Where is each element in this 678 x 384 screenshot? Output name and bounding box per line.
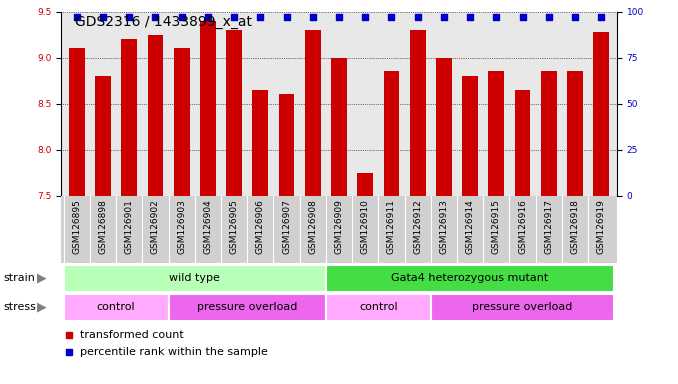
Text: GSM126912: GSM126912 bbox=[413, 199, 422, 254]
Point bbox=[517, 14, 528, 20]
Point bbox=[98, 14, 108, 20]
Text: GSM126906: GSM126906 bbox=[256, 199, 265, 254]
Text: transformed count: transformed count bbox=[81, 330, 184, 340]
Text: GSM126895: GSM126895 bbox=[73, 199, 81, 254]
Text: GSM126898: GSM126898 bbox=[98, 199, 108, 254]
Bar bbox=[488, 71, 504, 196]
Text: wild type: wild type bbox=[170, 273, 220, 283]
Bar bbox=[305, 30, 321, 196]
Text: GSM126907: GSM126907 bbox=[282, 199, 291, 254]
Point bbox=[64, 332, 75, 338]
Bar bbox=[331, 58, 347, 196]
Text: pressure overload: pressure overload bbox=[473, 302, 573, 312]
Text: GSM126919: GSM126919 bbox=[597, 199, 605, 254]
Bar bbox=[567, 71, 583, 196]
Bar bbox=[384, 71, 399, 196]
Text: GSM126915: GSM126915 bbox=[492, 199, 501, 254]
Text: percentile rank within the sample: percentile rank within the sample bbox=[81, 347, 268, 357]
Bar bbox=[410, 30, 426, 196]
Point bbox=[386, 14, 397, 20]
Text: GSM126908: GSM126908 bbox=[308, 199, 317, 254]
Text: GSM126910: GSM126910 bbox=[361, 199, 370, 254]
Text: GSM126918: GSM126918 bbox=[570, 199, 580, 254]
Bar bbox=[64, 265, 326, 292]
Bar bbox=[431, 294, 614, 321]
Text: control: control bbox=[97, 302, 136, 312]
Point bbox=[255, 14, 266, 20]
Bar bbox=[69, 48, 85, 196]
Point bbox=[281, 14, 292, 20]
Bar bbox=[169, 294, 326, 321]
Text: GSM126904: GSM126904 bbox=[203, 199, 212, 254]
Bar bbox=[515, 90, 530, 196]
Text: ▶: ▶ bbox=[37, 272, 47, 285]
Text: Gata4 heterozygous mutant: Gata4 heterozygous mutant bbox=[391, 273, 549, 283]
Point bbox=[412, 14, 423, 20]
Point bbox=[124, 14, 135, 20]
Bar bbox=[121, 39, 137, 196]
Bar bbox=[252, 90, 268, 196]
Bar bbox=[148, 35, 163, 196]
Point bbox=[203, 14, 214, 20]
Bar bbox=[64, 294, 169, 321]
Point bbox=[570, 14, 580, 20]
Bar bbox=[436, 58, 452, 196]
Text: GSM126913: GSM126913 bbox=[439, 199, 448, 254]
Point bbox=[150, 14, 161, 20]
Bar bbox=[357, 173, 373, 196]
Text: GDS2316 / 1433899_x_at: GDS2316 / 1433899_x_at bbox=[75, 15, 252, 29]
Point bbox=[439, 14, 450, 20]
Text: GSM126901: GSM126901 bbox=[125, 199, 134, 254]
Text: strain: strain bbox=[3, 273, 35, 283]
Point bbox=[228, 14, 239, 20]
Text: GSM126916: GSM126916 bbox=[518, 199, 527, 254]
Point bbox=[464, 14, 475, 20]
Bar bbox=[279, 94, 294, 196]
Point bbox=[543, 14, 554, 20]
Bar bbox=[226, 30, 242, 196]
Text: ▶: ▶ bbox=[37, 301, 47, 314]
Text: GSM126917: GSM126917 bbox=[544, 199, 553, 254]
Text: stress: stress bbox=[3, 302, 36, 312]
Bar bbox=[326, 265, 614, 292]
Bar bbox=[593, 32, 609, 196]
Point bbox=[596, 14, 607, 20]
Point bbox=[64, 349, 75, 355]
Bar bbox=[326, 294, 431, 321]
Bar bbox=[95, 76, 111, 196]
Point bbox=[491, 14, 502, 20]
Point bbox=[334, 14, 344, 20]
Text: pressure overload: pressure overload bbox=[197, 302, 298, 312]
Point bbox=[176, 14, 187, 20]
Bar bbox=[541, 71, 557, 196]
Text: control: control bbox=[359, 302, 398, 312]
Point bbox=[307, 14, 318, 20]
Text: GSM126903: GSM126903 bbox=[177, 199, 186, 254]
Bar bbox=[174, 48, 190, 196]
Text: GSM126905: GSM126905 bbox=[230, 199, 239, 254]
Point bbox=[360, 14, 371, 20]
Bar bbox=[200, 21, 216, 196]
Bar bbox=[462, 76, 478, 196]
Text: GSM126902: GSM126902 bbox=[151, 199, 160, 254]
Text: GSM126914: GSM126914 bbox=[466, 199, 475, 254]
Text: GSM126911: GSM126911 bbox=[387, 199, 396, 254]
Point bbox=[71, 14, 82, 20]
Text: GSM126909: GSM126909 bbox=[334, 199, 344, 254]
